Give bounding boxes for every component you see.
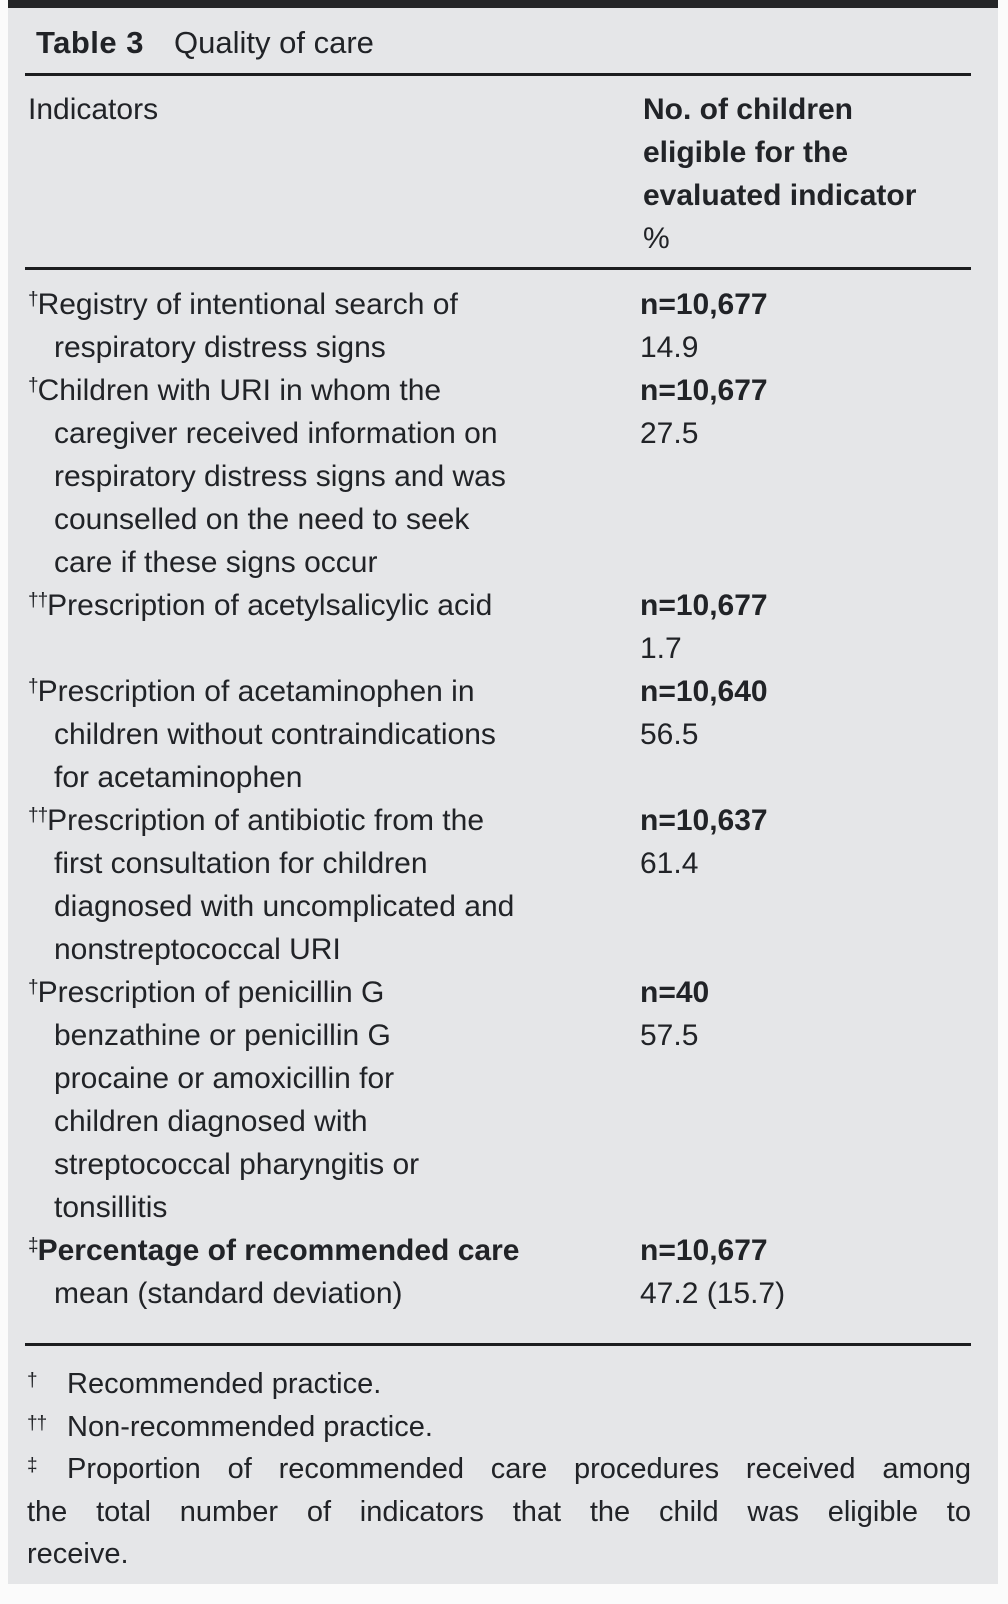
dagger-marker: †	[28, 375, 39, 396]
n-value: n=10,677	[640, 374, 768, 407]
table-row: †† Prescription of acetylsalicylic acid …	[28, 584, 971, 670]
n-value: n=10,677	[640, 288, 768, 321]
table-title: Quality of care	[174, 25, 374, 60]
footnote-non-recommended: †† Non-recommended practice.	[27, 1406, 971, 1449]
dagger-marker: †	[28, 676, 39, 697]
double-dagger-marker: ††	[28, 590, 48, 611]
indicator-cell: †† Prescription of acetylsalicylic acid	[28, 584, 640, 670]
indicator-text-sub: mean (standard deviation)	[54, 1277, 403, 1310]
table-header: Indicators No. of children eligible for t…	[25, 76, 971, 267]
indicator-text: Prescription of acetaminophen in children…	[37, 675, 496, 794]
value-cell: n=10,677 14.9	[640, 283, 971, 369]
value-cell: n=10,637 61.4	[640, 799, 971, 971]
indicator-text: Registry of intentional search of respira…	[37, 288, 458, 364]
table-card: Table 3 Quality of care Indicators No. of…	[8, 0, 998, 1584]
footnotes: † Recommended practice. †† Non-recommend…	[25, 1346, 971, 1576]
indicator-line-bold: ‡ Percentage of recommended care	[28, 1229, 630, 1272]
table-row: † Registry of intentional search of respi…	[28, 283, 971, 369]
percent-value: 1.7	[640, 632, 682, 665]
dagger-marker: †	[28, 289, 39, 310]
dagger-marker: †	[27, 1370, 38, 1391]
value-cell: n=10,677 47.2 (15.7)	[640, 1229, 971, 1315]
table-row: †† Prescription of antibiotic from the fi…	[28, 799, 971, 971]
column-header-indicators: Indicators	[28, 93, 159, 126]
table-row: † Prescription of acetaminophen in childr…	[28, 670, 971, 799]
n-value: n=10,677	[640, 1234, 768, 1267]
footnote-text: Non-recommended practice.	[67, 1410, 433, 1443]
percent-value: 57.5	[640, 1019, 699, 1052]
value-cell: n=10,677 1.7	[640, 584, 971, 670]
indicator-text: Prescription of antibiotic from the first…	[47, 804, 515, 966]
indicator-text-bold: Percentage of recommended care	[37, 1234, 520, 1267]
table-row: † Children with URI in whom the caregiver…	[28, 369, 971, 584]
n-value: n=40	[640, 976, 710, 1009]
indicator-cell: † Registry of intentional search of respi…	[28, 283, 640, 369]
table-caption: Table 3 Quality of care	[25, 8, 971, 73]
footer-rule	[25, 1343, 971, 1346]
double-dagger-marker: ††	[27, 1412, 47, 1434]
double-dagger-marker: ‡	[28, 1235, 39, 1256]
header-rule	[25, 267, 971, 270]
value-cell: n=10,677 27.5	[640, 369, 971, 584]
footnote-text: Proportion of recommended care procedure…	[27, 1453, 971, 1570]
percent-value: 27.5	[640, 417, 699, 450]
n-value: n=10,637	[640, 804, 768, 837]
double-dagger-marker: ‡	[27, 1455, 38, 1476]
table-body: † Registry of intentional search of respi…	[25, 270, 971, 1343]
indicator-cell: † Prescription of acetaminophen in childr…	[28, 670, 640, 799]
double-dagger-marker: ††	[28, 805, 48, 826]
percent-value: 56.5	[640, 718, 699, 751]
table-label: Table 3	[36, 25, 145, 60]
dagger-marker: †	[28, 977, 39, 998]
n-value: n=10,640	[640, 675, 768, 708]
percent-value: 14.9	[640, 331, 699, 364]
indicator-cell: †† Prescription of antibiotic from the fi…	[28, 799, 640, 971]
column-header-n-eligible-lines: No. of children eligible for the evaluated…	[643, 93, 917, 212]
indicator-text: Children with URI in whom the caregiver r…	[37, 374, 506, 579]
footnote-recommended: † Recommended practice.	[27, 1363, 971, 1406]
table-row-summary: ‡ Percentage of recommended care mean (st…	[28, 1229, 971, 1315]
top-rule	[25, 73, 971, 76]
value-cell: n=40 57.5	[640, 971, 971, 1229]
indicator-text: Prescription of acetylsalicylic acid	[47, 589, 493, 622]
percent-value: 61.4	[640, 847, 699, 880]
column-header-n-eligible: No. of children eligible for the evaluated…	[643, 88, 971, 260]
column-header-percent: %	[643, 222, 670, 255]
indicator-cell: ‡ Percentage of recommended care mean (st…	[28, 1229, 640, 1315]
footnote-text: Recommended practice.	[67, 1368, 382, 1400]
indicator-cell: † Children with URI in whom the caregiver…	[28, 369, 640, 584]
n-value: n=10,677	[640, 589, 768, 622]
percent-value: 47.2 (15.7)	[640, 1277, 786, 1310]
value-cell: n=10,640 56.5	[640, 670, 971, 799]
footnote-proportion: ‡ Proportion of recommended care procedu…	[27, 1448, 971, 1576]
